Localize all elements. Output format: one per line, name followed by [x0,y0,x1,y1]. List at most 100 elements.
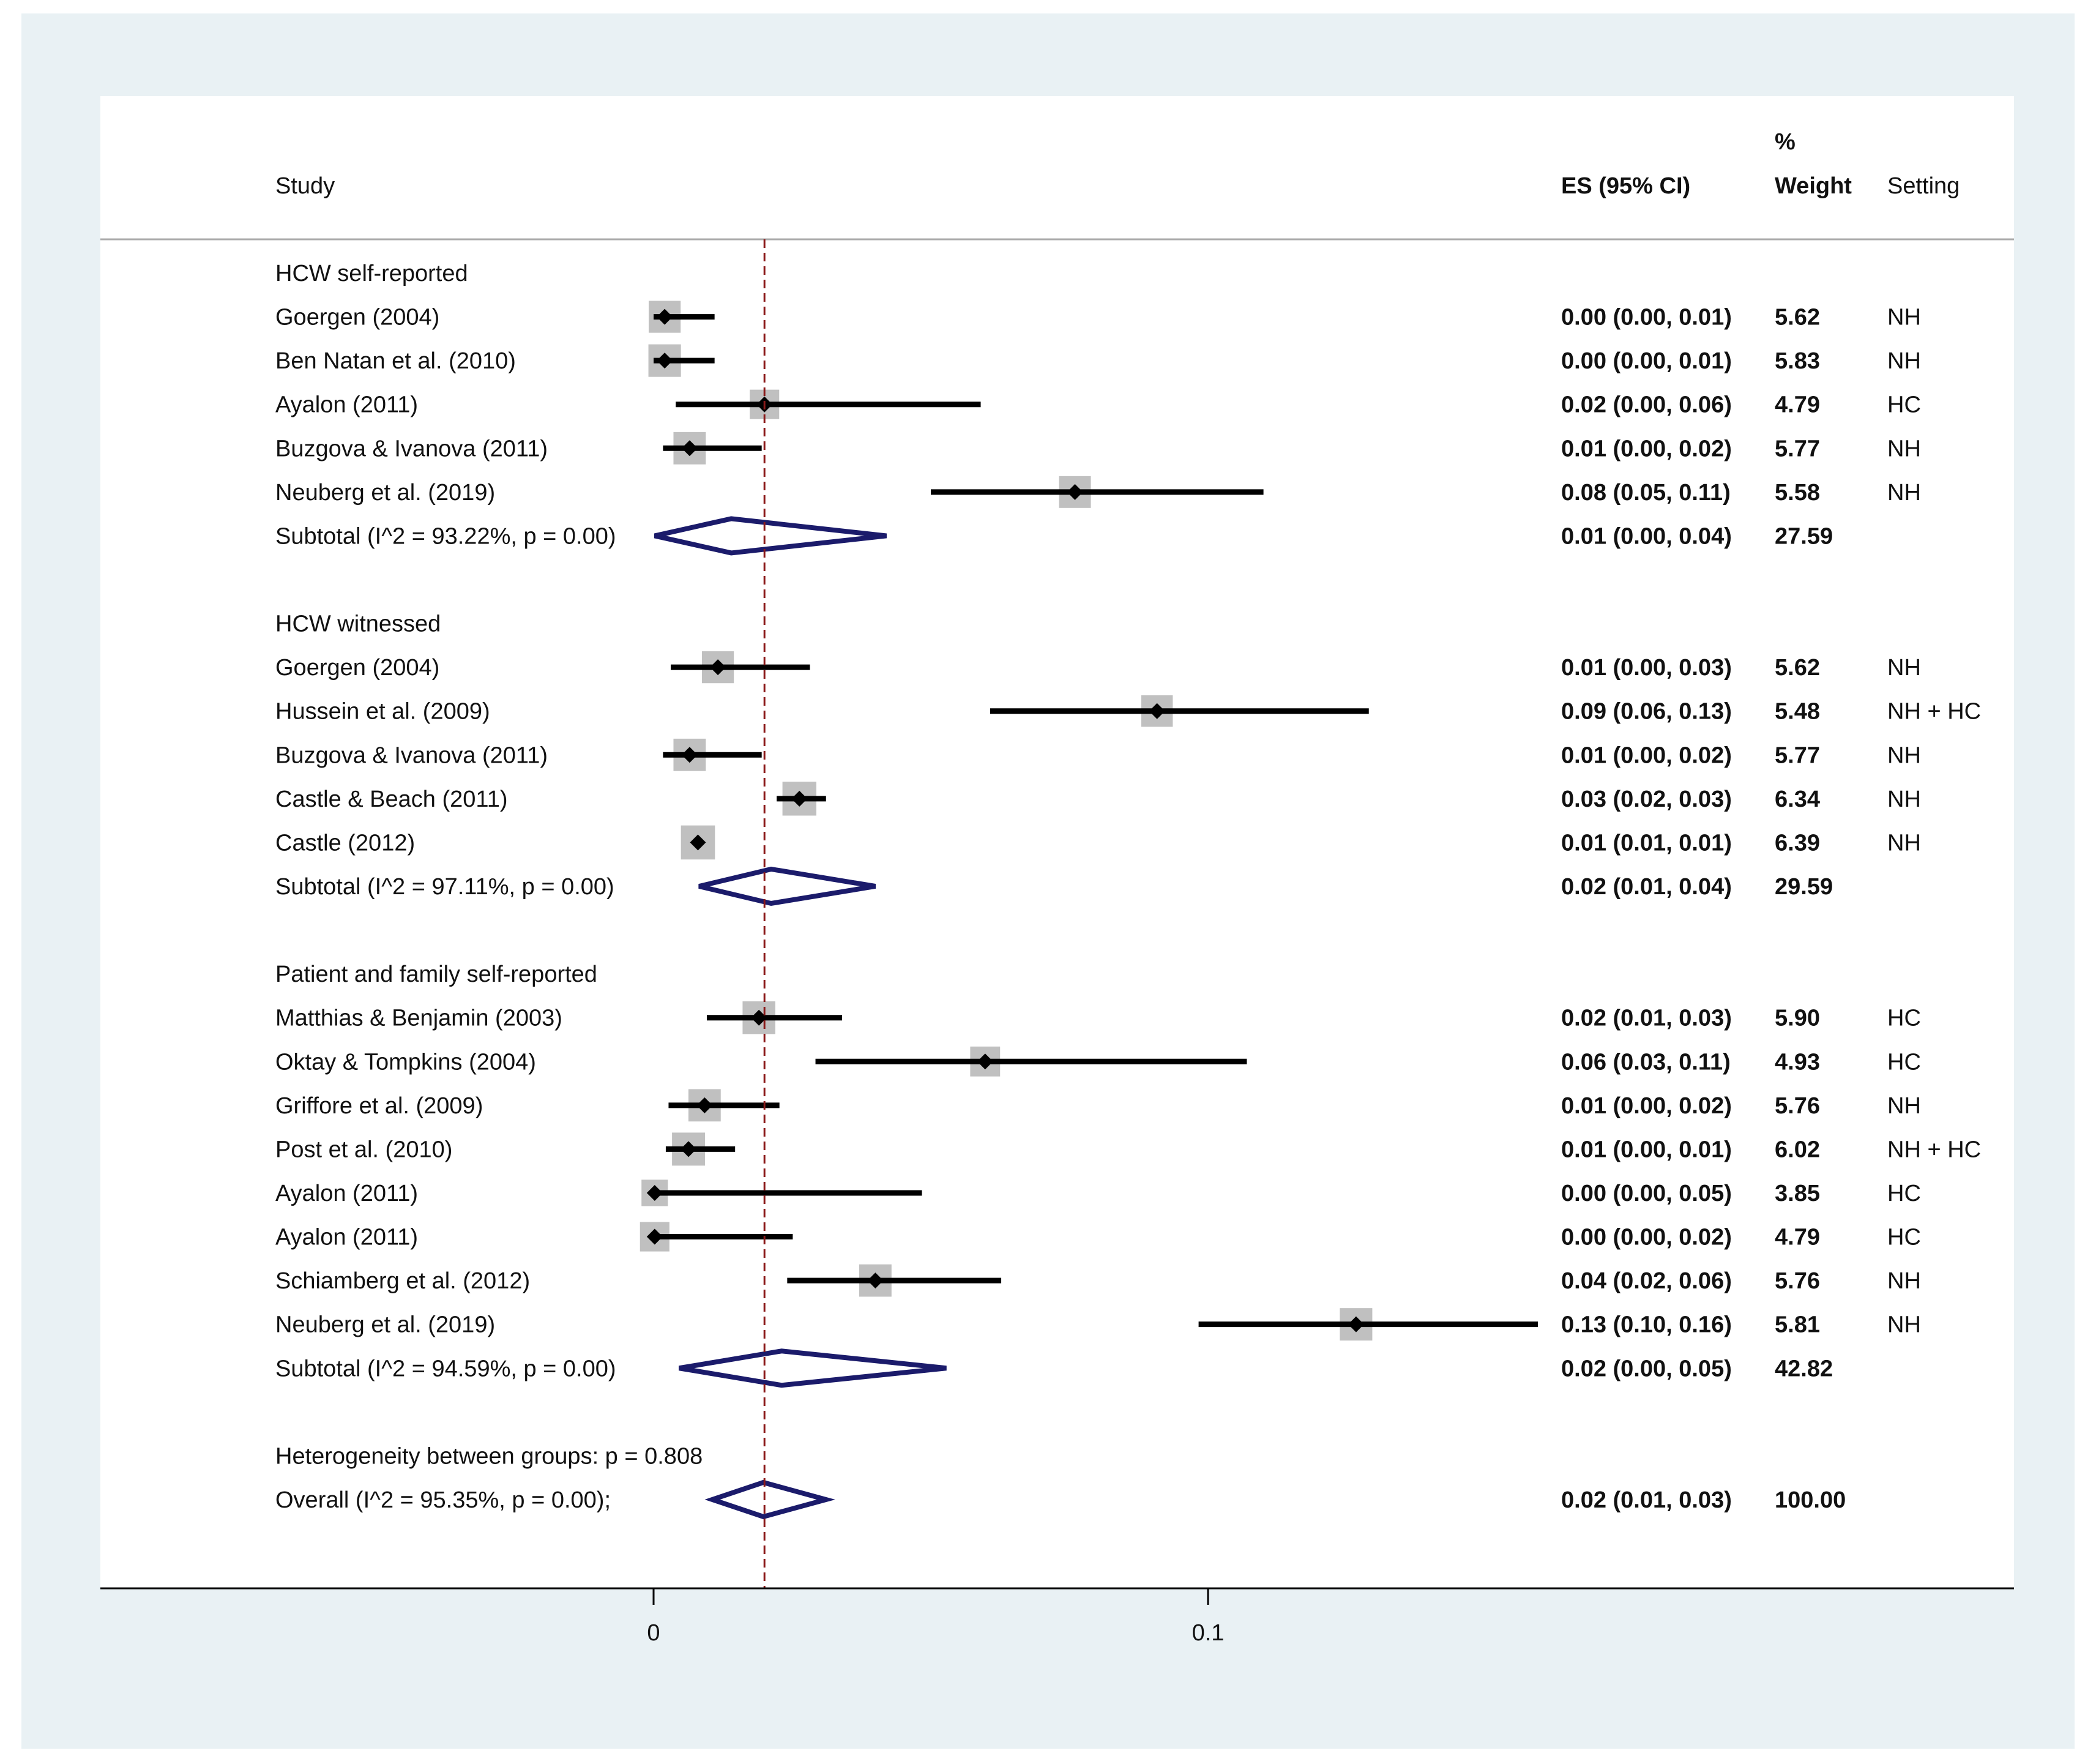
point-estimate [1067,484,1083,500]
study-es-ci: 0.01 (0.01, 0.01) [1561,830,1732,856]
point-estimate [646,1184,663,1201]
study-setting: NH [1887,480,1921,506]
study-weight: 5.77 [1775,436,1820,462]
group-label: HCW witnessed [275,611,441,637]
study-weight: 5.62 [1775,305,1820,331]
point-estimate [1348,1316,1364,1332]
header-study: Study [275,173,335,199]
study-setting: NH + HC [1887,699,1981,725]
study-weight: 6.34 [1775,787,1820,812]
study-weight: 5.76 [1775,1268,1820,1294]
study-name: Ben Natan et al. (2010) [275,348,516,374]
study-weight: 4.93 [1775,1049,1820,1075]
study-weight: 5.62 [1775,655,1820,681]
study-name: Hussein et al. (2009) [275,699,490,725]
study-es-ci: 0.02 (0.01, 0.03) [1561,1006,1732,1031]
study-name: Goergen (2004) [275,305,439,331]
header-weight-percent: % [1775,129,1796,155]
subtotal-weight: 27.59 [1775,523,1833,549]
study-name: Griffore et al. (2009) [275,1093,483,1119]
subtotal-diamond [698,866,876,906]
study-name: Post et al. (2010) [275,1137,452,1162]
study-weight: 3.85 [1775,1181,1820,1206]
subtotal-diamond [679,1348,947,1388]
subtotal-label: Subtotal (I^2 = 93.22%, p = 0.00) [275,523,616,549]
subtotal-weight: 29.59 [1775,874,1833,900]
study-setting: NH [1887,830,1921,856]
study-setting: HC [1887,1181,1921,1206]
header-setting: Setting [1887,173,1960,199]
group-label: Patient and family self-reported [275,962,597,987]
point-estimate [977,1053,993,1070]
overall-weight: 100.00 [1775,1487,1846,1513]
header-es: ES (95% CI) [1561,173,1690,199]
study-setting: NH [1887,305,1921,331]
study-setting: NH [1887,787,1921,812]
study-weight: 5.90 [1775,1006,1820,1031]
study-name: Goergen (2004) [275,655,439,681]
study-es-ci: 0.01 (0.00, 0.01) [1561,1137,1732,1162]
study-weight: 5.81 [1775,1312,1820,1338]
study-name: Schiamberg et al. (2012) [275,1268,530,1294]
point-estimate [710,659,726,676]
point-estimate [681,1141,697,1157]
x-tick-label: 0 [647,1620,660,1646]
study-es-ci: 0.09 (0.06, 0.13) [1561,699,1732,725]
study-setting: NH [1887,348,1921,374]
study-name: Ayalon (2011) [275,1225,418,1250]
subtotal-label: Subtotal (I^2 = 94.59%, p = 0.00) [275,1356,616,1381]
study-setting: NH [1887,655,1921,681]
subtotal-es-ci: 0.02 (0.00, 0.05) [1561,1356,1732,1381]
study-setting: NH [1887,1268,1921,1294]
study-setting: NH [1887,1093,1921,1119]
study-setting: NH + HC [1887,1137,1981,1162]
study-setting: HC [1887,1006,1921,1031]
study-setting: HC [1887,392,1921,418]
study-setting: NH [1887,436,1921,462]
point-estimate [791,790,808,807]
study-name: Castle & Beach (2011) [275,787,508,812]
study-setting: NH [1887,1312,1921,1338]
overall-label: Overall (I^2 = 95.35%, p = 0.00); [275,1487,611,1513]
study-es-ci: 0.03 (0.02, 0.03) [1561,787,1732,812]
study-es-ci: 0.06 (0.03, 0.11) [1561,1049,1731,1075]
study-es-ci: 0.00 (0.00, 0.01) [1561,305,1732,331]
subtotal-diamond [654,516,887,556]
study-es-ci: 0.01 (0.00, 0.02) [1561,1093,1732,1119]
study-es-ci: 0.02 (0.00, 0.06) [1561,392,1732,418]
study-es-ci: 0.00 (0.00, 0.01) [1561,348,1732,374]
study-es-ci: 0.04 (0.02, 0.06) [1561,1268,1732,1294]
point-estimate [681,440,698,457]
study-name: Neuberg et al. (2019) [275,480,495,506]
point-estimate [657,353,673,369]
study-weight: 5.83 [1775,348,1820,374]
study-setting: HC [1887,1225,1921,1250]
study-weight: 4.79 [1775,1225,1820,1250]
point-estimate [696,1097,713,1113]
heterogeneity-label: Heterogeneity between groups: p = 0.808 [275,1443,703,1469]
study-weight: 5.48 [1775,699,1820,725]
subtotal-es-ci: 0.01 (0.00, 0.04) [1561,523,1732,549]
plot-panel [100,96,2014,1588]
study-weight: 5.58 [1775,480,1820,506]
group-label: HCW self-reported [275,261,468,286]
subtotal-weight: 42.82 [1775,1356,1833,1381]
study-es-ci: 0.01 (0.00, 0.02) [1561,742,1732,768]
subtotal-es-ci: 0.02 (0.01, 0.04) [1561,874,1732,900]
header-weight: Weight [1775,173,1852,199]
subtotal-label: Subtotal (I^2 = 97.11%, p = 0.00) [275,874,614,900]
point-estimate [646,1228,663,1245]
study-es-ci: 0.00 (0.00, 0.05) [1561,1181,1732,1206]
point-estimate [657,308,673,325]
point-estimate [681,747,698,763]
study-es-ci: 0.08 (0.05, 0.11) [1561,480,1731,506]
study-es-ci: 0.01 (0.00, 0.03) [1561,655,1732,681]
point-estimate [690,834,706,851]
study-name: Ayalon (2011) [275,1181,418,1206]
study-es-ci: 0.13 (0.10, 0.16) [1561,1312,1732,1338]
study-es-ci: 0.01 (0.00, 0.02) [1561,436,1732,462]
point-estimate [751,1009,767,1026]
study-es-ci: 0.00 (0.00, 0.02) [1561,1225,1732,1250]
study-setting: HC [1887,1049,1921,1075]
study-weight: 6.39 [1775,830,1820,856]
